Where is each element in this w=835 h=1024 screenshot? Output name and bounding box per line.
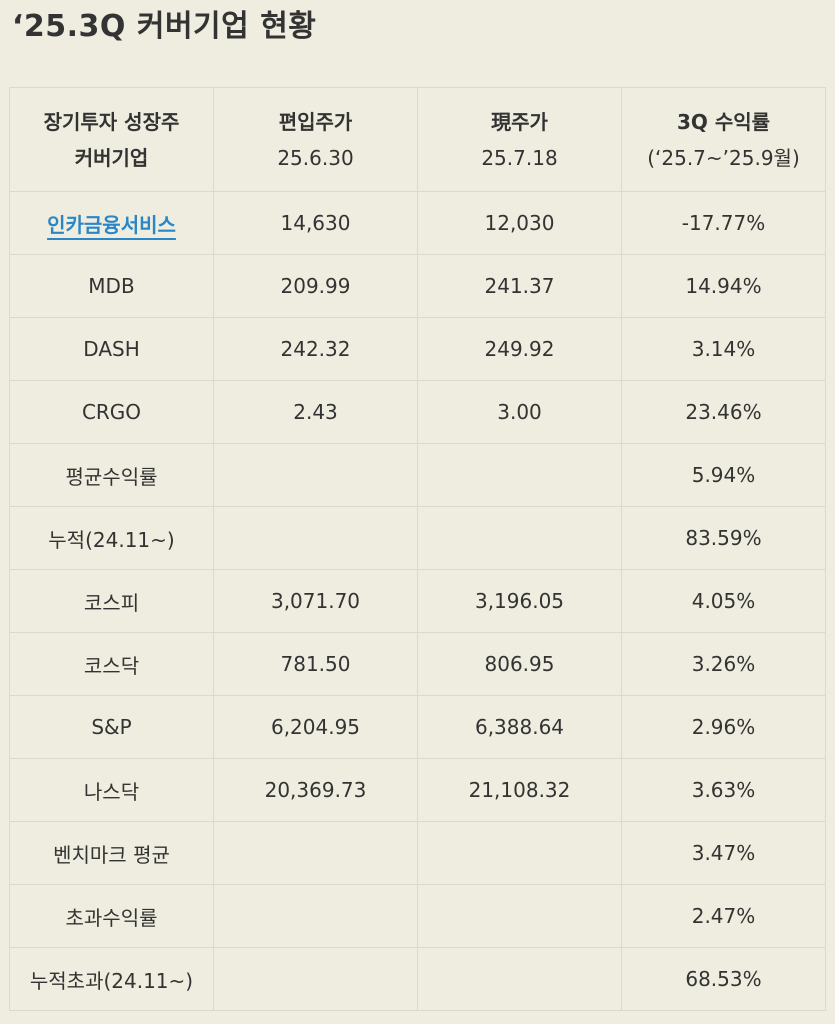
header-entry-price-line1: 편입주가	[278, 109, 353, 134]
cell-current-price: 806.95	[417, 632, 622, 696]
cell-return: 68.53%	[621, 947, 826, 1011]
cell-current-price: 3,196.05	[417, 569, 622, 633]
cell-current-price	[417, 947, 622, 1011]
cell-index: S&P	[9, 695, 214, 759]
cell-company: CRGO	[9, 380, 214, 444]
table-row: MDB 209.99 241.37 14.94%	[9, 254, 826, 318]
cell-return: 4.05%	[621, 569, 826, 633]
header-current-price: 現주가 25.7.18	[417, 87, 622, 192]
table-row: DASH 242.32 249.92 3.14%	[9, 317, 826, 381]
table-row: 코스피 3,071.70 3,196.05 4.05%	[9, 569, 826, 633]
cell-company: 인카금융서비스	[9, 191, 214, 255]
cell-label: 초과수익률	[9, 884, 214, 948]
cell-current-price: 12,030	[417, 191, 622, 255]
cell-index: 나스닥	[9, 758, 214, 822]
cell-entry-price: 14,630	[213, 191, 418, 255]
cell-return: 3.26%	[621, 632, 826, 696]
cell-entry-price: 6,204.95	[213, 695, 418, 759]
cell-entry-price	[213, 947, 418, 1011]
table-row: 나스닥 20,369.73 21,108.32 3.63%	[9, 758, 826, 822]
cell-return: 83.59%	[621, 506, 826, 570]
cell-current-price: 21,108.32	[417, 758, 622, 822]
header-return: 3Q 수익률 (‘25.7~’25.9월)	[621, 87, 826, 192]
cell-current-price: 241.37	[417, 254, 622, 318]
cell-current-price	[417, 506, 622, 570]
cell-current-price	[417, 884, 622, 948]
cell-index: 코스닥	[9, 632, 214, 696]
cell-entry-price: 209.99	[213, 254, 418, 318]
cell-label: 벤치마크 평균	[9, 821, 214, 885]
cell-current-price: 249.92	[417, 317, 622, 381]
cell-return: 14.94%	[621, 254, 826, 318]
cell-company: DASH	[9, 317, 214, 381]
summary-row-benchmark-average: 벤치마크 평균 3.47%	[9, 821, 826, 885]
cell-current-price: 3.00	[417, 380, 622, 444]
cell-entry-price: 3,071.70	[213, 569, 418, 633]
cell-return: 23.46%	[621, 380, 826, 444]
header-company: 장기투자 성장주 커버기업	[9, 87, 214, 192]
cell-return: 3.14%	[621, 317, 826, 381]
header-return-period: (‘25.7~’25.9월)	[647, 145, 800, 170]
header-company-line2: 커버기업	[74, 145, 149, 170]
summary-row-cumulative-excess: 누적초과(24.11~) 68.53%	[9, 947, 826, 1011]
cell-return: 2.47%	[621, 884, 826, 948]
page-title: ‘25.3Q 커버기업 현황	[12, 9, 317, 44]
table-row: 인카금융서비스 14,630 12,030 -17.77%	[9, 191, 826, 255]
cell-entry-price: 242.32	[213, 317, 418, 381]
cell-return: -17.77%	[621, 191, 826, 255]
summary-row-cumulative: 누적(24.11~) 83.59%	[9, 506, 826, 570]
table-header-row: 장기투자 성장주 커버기업 편입주가 25.6.30 現주가 25.7.18 3…	[9, 87, 826, 192]
header-entry-price-date: 25.6.30	[277, 145, 354, 170]
cell-label: 누적(24.11~)	[9, 506, 214, 570]
header-entry-price: 편입주가 25.6.30	[213, 87, 418, 192]
company-link[interactable]: 인카금융서비스	[47, 212, 176, 237]
cell-return: 2.96%	[621, 695, 826, 759]
cell-return: 3.63%	[621, 758, 826, 822]
cell-entry-price: 2.43	[213, 380, 418, 444]
cell-entry-price	[213, 443, 418, 507]
cell-current-price: 6,388.64	[417, 695, 622, 759]
cell-label: 누적초과(24.11~)	[9, 947, 214, 1011]
cell-entry-price: 20,369.73	[213, 758, 418, 822]
summary-row-excess-return: 초과수익률 2.47%	[9, 884, 826, 948]
cell-entry-price	[213, 884, 418, 948]
table-row: 코스닥 781.50 806.95 3.26%	[9, 632, 826, 696]
cell-current-price	[417, 821, 622, 885]
table-row: CRGO 2.43 3.00 23.46%	[9, 380, 826, 444]
cell-entry-price	[213, 821, 418, 885]
coverage-table: 장기투자 성장주 커버기업 편입주가 25.6.30 現주가 25.7.18 3…	[9, 87, 826, 1011]
summary-row-average-return: 평균수익률 5.94%	[9, 443, 826, 507]
cell-current-price	[417, 443, 622, 507]
header-company-line1: 장기투자 성장주	[43, 109, 180, 134]
cell-return: 3.47%	[621, 821, 826, 885]
cell-label: 평균수익률	[9, 443, 214, 507]
table-row: S&P 6,204.95 6,388.64 2.96%	[9, 695, 826, 759]
cell-entry-price	[213, 506, 418, 570]
header-current-price-line1: 現주가	[491, 109, 548, 134]
cell-company: MDB	[9, 254, 214, 318]
header-return-line1: 3Q 수익률	[676, 109, 771, 134]
cell-return: 5.94%	[621, 443, 826, 507]
cell-entry-price: 781.50	[213, 632, 418, 696]
cell-index: 코스피	[9, 569, 214, 633]
header-current-price-date: 25.7.18	[481, 145, 558, 170]
